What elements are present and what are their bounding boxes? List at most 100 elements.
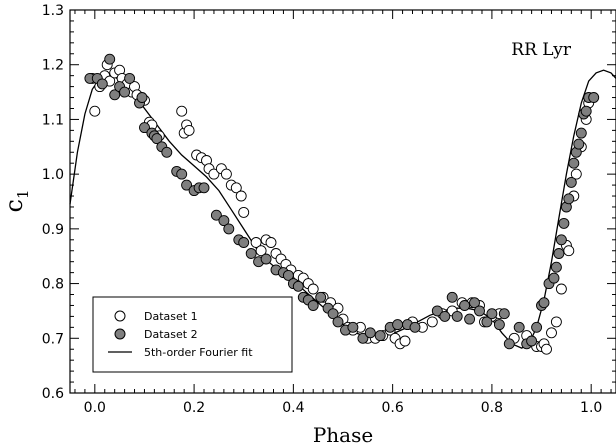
x-tick-label: 1.0: [580, 400, 602, 416]
svg-text:c1: c1: [0, 190, 32, 213]
dataset-2-point: [307, 300, 319, 311]
dataset-2-point: [124, 72, 136, 84]
dataset-2-point: [260, 253, 272, 265]
dataset-2-point: [553, 248, 565, 259]
dataset-2-point: [292, 280, 304, 292]
dataset-2-point: [503, 338, 515, 350]
x-axis-title: Phase: [313, 423, 373, 445]
y-tick-label: 1.0: [42, 167, 64, 183]
legend-box: [92, 296, 293, 373]
dataset-2-point: [439, 310, 451, 322]
y-tick-label: 1.3: [42, 3, 64, 19]
dataset-2-point: [431, 305, 443, 317]
legend-label-fit: 5th-order Fourier fit: [144, 346, 253, 359]
x-tick-label: 0.8: [481, 400, 503, 416]
dataset-1-point: [235, 190, 247, 202]
dataset-2-point: [580, 105, 592, 117]
dataset-2-point: [238, 237, 250, 248]
dataset-1-point: [238, 206, 250, 218]
dataset-1-point: [550, 316, 562, 328]
dataset-2-point: [245, 248, 257, 259]
dataset-2-point: [136, 92, 148, 103]
dataset-2-point: [565, 176, 577, 188]
dataset-2-point: [481, 316, 493, 328]
x-axis: 0.0 0.2 0.4 0.6 0.8 1.0: [74, 10, 612, 416]
dataset-2-point: [139, 122, 150, 134]
dataset-2-point: [210, 209, 222, 221]
dataset-1-point: [208, 168, 220, 180]
dataset-1-point: [220, 168, 232, 180]
y-axis-title: c1: [0, 190, 32, 213]
dataset-2-point: [575, 127, 587, 139]
legend-marker-dataset-1: [114, 310, 126, 322]
x-tick-label: 0.0: [84, 400, 106, 416]
dataset-2-point: [176, 168, 188, 180]
dataset-1-point: [570, 168, 582, 180]
dataset-1-point: [265, 237, 277, 248]
dataset-2-point: [161, 146, 173, 158]
dataset-2-point: [555, 234, 567, 246]
y-tick-label: 0.6: [42, 386, 64, 402]
dataset-1-point: [230, 182, 242, 194]
y-axis-label-subscript: 1: [14, 190, 32, 200]
dataset-1-point: [555, 283, 567, 295]
dataset-2-point: [474, 305, 485, 317]
dataset-2-point: [181, 179, 193, 191]
dataset-2-point: [526, 335, 538, 347]
dataset-2-point: [364, 327, 376, 339]
dataset-2-point: [409, 321, 421, 333]
dataset-2-point: [513, 321, 525, 333]
x-tick-label: 0.4: [282, 400, 304, 416]
dataset-2-point: [327, 308, 339, 320]
dataset-2-point: [588, 92, 600, 103]
dataset-2-point: [357, 332, 369, 344]
dataset-2-point: [486, 308, 498, 320]
dataset-1-point: [307, 283, 319, 295]
dataset-2-point: [459, 300, 471, 311]
dataset-2-point: [374, 330, 386, 342]
dataset-1-points: [86, 59, 595, 355]
dataset-2-point: [223, 223, 235, 235]
dataset-2-point: [104, 53, 116, 65]
dataset-2-point: [568, 157, 580, 169]
y-tick-label: 0.8: [42, 277, 64, 293]
dataset-2-point: [550, 261, 562, 273]
dataset-2-point: [332, 316, 344, 328]
annotation-text: RR Lyr: [511, 40, 572, 60]
y-axis-label: c: [0, 199, 28, 212]
dataset-2-point: [315, 291, 327, 303]
y-axis: 0.6 0.7 0.8 0.9 1.0 1.1 1.2 1.3: [42, 3, 616, 402]
dataset-2-point: [573, 138, 585, 150]
dataset-2-point: [498, 308, 510, 320]
dataset-2-point: [493, 319, 505, 331]
dataset-1-point: [176, 105, 188, 117]
x-tick-label: 0.6: [382, 400, 404, 416]
dataset-2-point: [109, 89, 121, 101]
dataset-2-point: [218, 215, 230, 227]
dataset-2-point: [563, 193, 575, 205]
dataset-2-points: [84, 53, 600, 350]
dataset-2-point: [469, 297, 480, 309]
y-tick-label: 0.9: [42, 222, 64, 238]
y-tick-label: 1.2: [42, 58, 64, 74]
dataset-2-point: [119, 86, 131, 98]
dataset-2-point: [151, 133, 163, 145]
dataset-1-point: [183, 124, 195, 136]
dataset-2-point: [446, 291, 458, 303]
dataset-2-point: [451, 310, 463, 322]
y-tick-label: 0.7: [42, 331, 64, 347]
x-axis-label: Phase: [313, 423, 373, 445]
legend-label-dataset-1: Dataset 1: [144, 310, 198, 323]
dataset-1-point: [563, 245, 575, 257]
dataset-2-point: [558, 217, 570, 229]
dataset-2-point: [538, 297, 550, 309]
legend-marker-dataset-2: [114, 328, 126, 340]
legend: Dataset 1 Dataset 2 5th-order Fourier fi…: [92, 296, 293, 373]
dataset-2-point: [548, 272, 560, 284]
dataset-2-point: [198, 182, 210, 194]
dataset-1-point: [255, 245, 267, 257]
dataset-2-point: [392, 319, 404, 331]
dataset-1-point: [546, 327, 557, 339]
dataset-1-point: [250, 237, 262, 248]
